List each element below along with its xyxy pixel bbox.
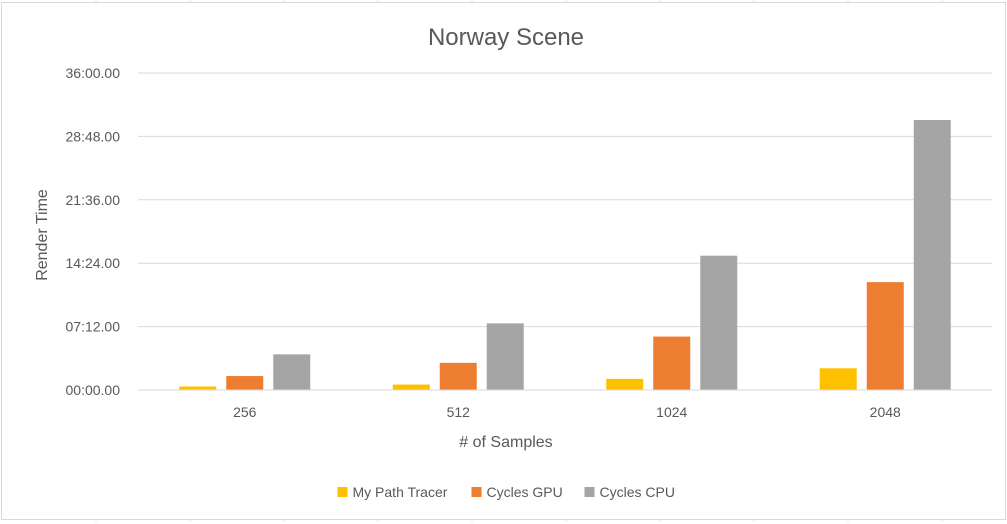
y-tick-label: 28:48.00 bbox=[66, 128, 121, 144]
bars bbox=[179, 119, 951, 391]
bar bbox=[866, 282, 904, 390]
y-tick-label: 07:12.00 bbox=[66, 319, 121, 335]
bar bbox=[179, 386, 217, 390]
bar bbox=[486, 323, 524, 390]
legend-swatch bbox=[584, 487, 595, 497]
bar bbox=[653, 336, 691, 390]
bar bbox=[226, 376, 264, 390]
legend-label: My Path Tracer bbox=[353, 484, 448, 500]
x-axis-title: # of Samples bbox=[459, 434, 552, 451]
x-tick-label: 512 bbox=[447, 404, 471, 420]
bar bbox=[913, 119, 951, 391]
bar bbox=[606, 378, 644, 390]
bar bbox=[819, 368, 857, 390]
x-tick-label: 2048 bbox=[870, 404, 901, 420]
legend: My Path Tracer Cycles GPU Cycles CPU bbox=[337, 484, 675, 500]
legend-swatch bbox=[471, 487, 482, 497]
legend-swatch bbox=[337, 487, 348, 497]
x-tick-label: 256 bbox=[233, 404, 257, 420]
bar bbox=[700, 255, 738, 390]
y-axis-tick-labels: 00:00.00 07:12.00 14:24.00 21:36.00 28:48.00… bbox=[66, 65, 121, 398]
bar-chart: Norway Scene 00:00.00 07:12.00 14:24.00 21:… bbox=[34, 24, 992, 500]
legend-label: Cycles GPU bbox=[487, 484, 563, 500]
x-tick-label: 1024 bbox=[656, 404, 687, 420]
chart-title: Norway Scene bbox=[428, 24, 584, 51]
bar bbox=[439, 362, 477, 390]
y-tick-label: 21:36.00 bbox=[66, 192, 121, 208]
y-tick-label: 36:00.00 bbox=[66, 65, 121, 81]
bar bbox=[273, 354, 311, 390]
legend-label: Cycles CPU bbox=[600, 484, 675, 500]
y-axis-title: Render Time bbox=[34, 189, 51, 281]
x-axis-tick-labels: 256 512 1024 2048 bbox=[233, 404, 901, 420]
gridlines bbox=[138, 72, 992, 328]
y-tick-label: 14:24.00 bbox=[66, 255, 121, 271]
y-tick-label: 00:00.00 bbox=[66, 382, 121, 398]
bar bbox=[392, 384, 430, 390]
